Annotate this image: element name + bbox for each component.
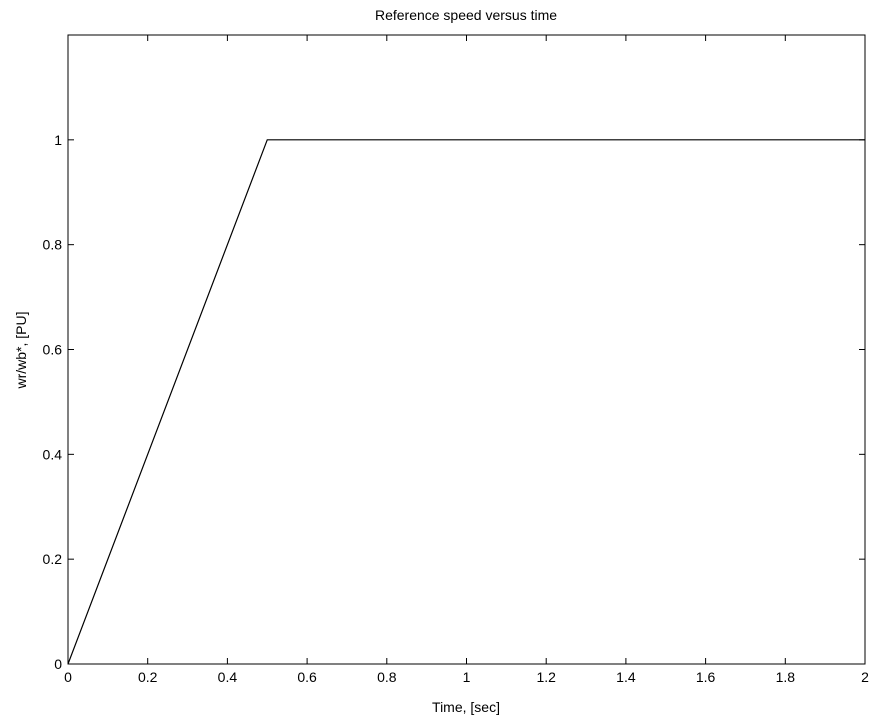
y-tick-label: 0.4: [43, 446, 63, 462]
y-tick-label: 0.8: [43, 237, 63, 253]
x-tick-label: 0: [64, 669, 72, 685]
series-layer: [67, 139, 865, 665]
chart-title: Reference speed versus time: [375, 7, 557, 23]
x-tick-label: 0.2: [138, 669, 158, 685]
x-tick-label: 1.8: [776, 669, 796, 685]
x-tick-label: 1: [463, 669, 471, 685]
x-tick-label: 2: [861, 669, 869, 685]
y-tick-label: 0.2: [43, 551, 63, 567]
y-tick-label: 0: [54, 656, 62, 672]
x-tick-label: 1.4: [616, 669, 636, 685]
axis-ticks: [67, 35, 866, 665]
x-tick-label: 0.8: [377, 669, 397, 685]
y-axis-label: wr/wb*, [PU]: [13, 311, 29, 389]
x-tick-label: 0.4: [218, 669, 238, 685]
x-tick-label: 1.2: [536, 669, 556, 685]
series-line: [67, 139, 865, 665]
y-tick-label: 1: [54, 132, 62, 148]
x-axis-label: Time, [sec]: [432, 699, 500, 715]
tick-labels: 0 0.2 0.4 0.6 0.8 1 1.2 1.4 1.6 1.8 2 0 0.2 0.4 0.6 0.8…: [43, 132, 870, 685]
y-tick-label: 0.6: [43, 342, 63, 358]
x-tick-label: 0.6: [297, 669, 317, 685]
x-tick-label: 1.6: [696, 669, 716, 685]
